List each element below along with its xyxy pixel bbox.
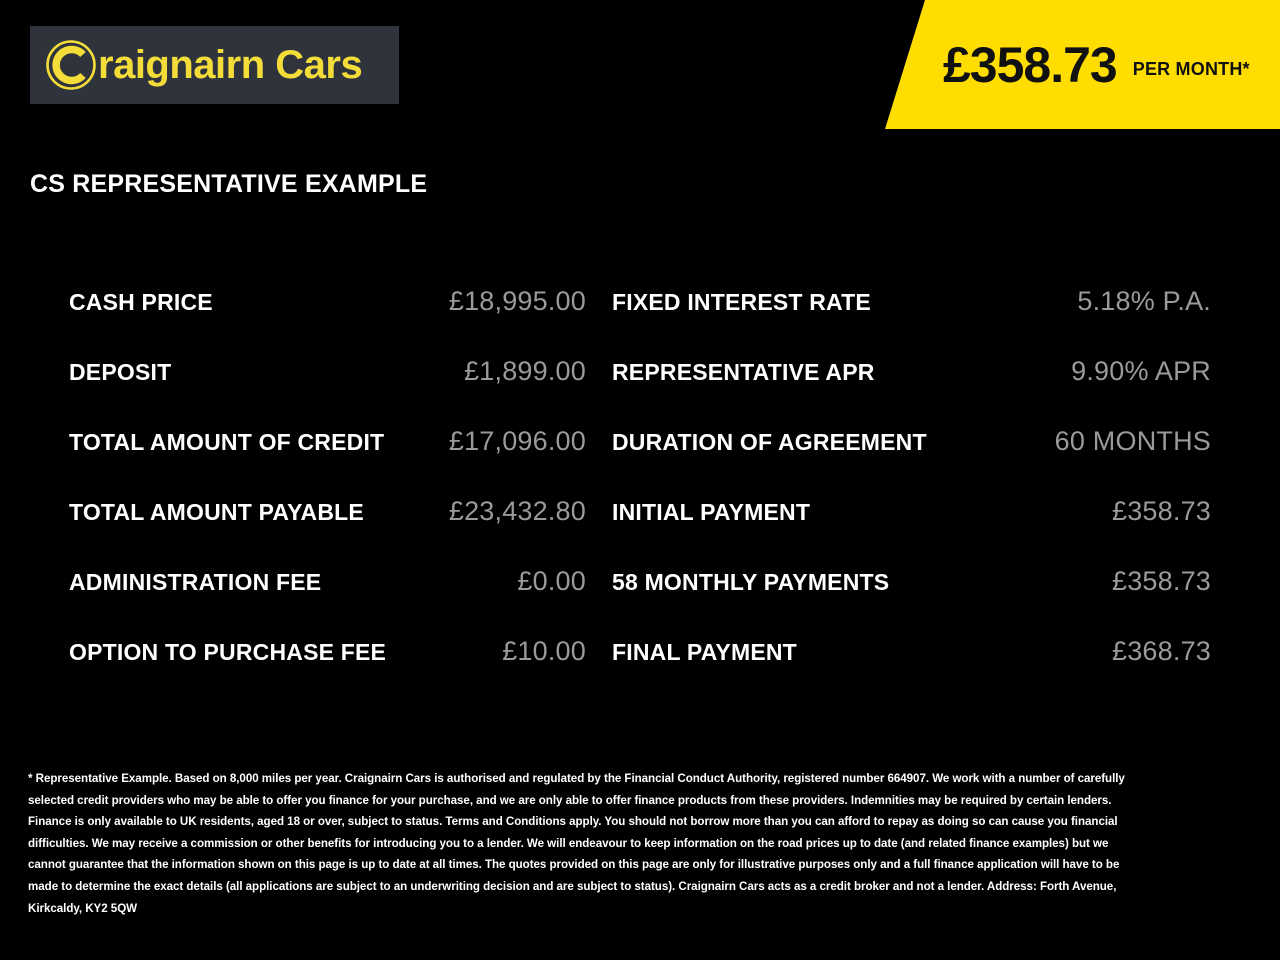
row-value: £23,432.80 bbox=[448, 496, 586, 526]
finance-item-final-payment: FINAL PAYMENT £368.73 bbox=[586, 636, 1211, 667]
row-value: £18,995.00 bbox=[448, 286, 586, 316]
finance-item-representative-apr: REPRESENTATIVE APR 9.90% APR bbox=[586, 356, 1211, 387]
row-value: £0.00 bbox=[517, 566, 586, 596]
finance-item-monthly-payments: 58 MONTHLY PAYMENTS £358.73 bbox=[586, 566, 1211, 597]
row-label: REPRESENTATIVE APR bbox=[612, 359, 875, 385]
table-row: ADMINISTRATION FEE £0.00 58 MONTHLY PAYM… bbox=[0, 566, 1280, 636]
circled-c-icon bbox=[44, 38, 98, 92]
row-value: £10.00 bbox=[502, 636, 586, 666]
row-label: DEPOSIT bbox=[69, 359, 172, 385]
row-label: CASH PRICE bbox=[69, 289, 213, 315]
row-value: £368.73 bbox=[1112, 636, 1211, 666]
finance-item-administration-fee: ADMINISTRATION FEE £0.00 bbox=[0, 566, 586, 597]
brand-name: raignairn Cars bbox=[98, 43, 363, 87]
table-row: TOTAL AMOUNT PAYABLE £23,432.80 INITIAL … bbox=[0, 496, 1280, 566]
monthly-price-period: PER MONTH* bbox=[1132, 59, 1250, 79]
row-value: 5.18% P.A. bbox=[1077, 286, 1211, 316]
finance-item-duration-of-agreement: DURATION OF AGREEMENT 60 MONTHS bbox=[586, 426, 1211, 457]
table-row: CASH PRICE £18,995.00 FIXED INTEREST RAT… bbox=[0, 286, 1280, 356]
row-label: INITIAL PAYMENT bbox=[612, 499, 811, 525]
brand-logo[interactable]: raignairn Cars bbox=[30, 26, 399, 104]
price-banner: £358.73 PER MONTH* bbox=[885, 0, 1280, 129]
row-value: 9.90% APR bbox=[1071, 356, 1211, 386]
finance-item-total-amount-payable: TOTAL AMOUNT PAYABLE £23,432.80 bbox=[0, 496, 586, 527]
table-row: TOTAL AMOUNT OF CREDIT £17,096.00 DURATI… bbox=[0, 426, 1280, 496]
table-row: DEPOSIT £1,899.00 REPRESENTATIVE APR 9.9… bbox=[0, 356, 1280, 426]
finance-item-fixed-interest-rate: FIXED INTEREST RATE 5.18% P.A. bbox=[586, 286, 1211, 317]
row-value: £1,899.00 bbox=[464, 356, 586, 386]
row-label: DURATION OF AGREEMENT bbox=[612, 429, 927, 455]
finance-item-total-amount-of-credit: TOTAL AMOUNT OF CREDIT £17,096.00 bbox=[0, 426, 586, 457]
row-label: OPTION TO PURCHASE FEE bbox=[69, 639, 387, 665]
page-title: CS REPRESENTATIVE EXAMPLE bbox=[30, 170, 428, 198]
row-value: £358.73 bbox=[1112, 496, 1211, 526]
row-label: FINAL PAYMENT bbox=[612, 639, 797, 665]
finance-item-option-to-purchase-fee: OPTION TO PURCHASE FEE £10.00 bbox=[0, 636, 586, 667]
table-row: OPTION TO PURCHASE FEE £10.00 FINAL PAYM… bbox=[0, 636, 1280, 706]
row-value: 60 MONTHS bbox=[1054, 426, 1211, 456]
page-header: raignairn Cars £358.73 PER MONTH* bbox=[0, 0, 1280, 130]
row-label: FIXED INTEREST RATE bbox=[612, 289, 871, 315]
monthly-price-amount: £358.73 bbox=[943, 36, 1118, 93]
row-label: TOTAL AMOUNT PAYABLE bbox=[69, 499, 364, 525]
row-value: £358.73 bbox=[1112, 566, 1211, 596]
finance-item-deposit: DEPOSIT £1,899.00 bbox=[0, 356, 586, 387]
finance-item-initial-payment: INITIAL PAYMENT £358.73 bbox=[586, 496, 1211, 527]
disclaimer-text: * Representative Example. Based on 8,000… bbox=[28, 772, 1125, 915]
row-value: £17,096.00 bbox=[448, 426, 586, 456]
row-label: 58 MONTHLY PAYMENTS bbox=[612, 569, 890, 595]
row-label: TOTAL AMOUNT OF CREDIT bbox=[69, 429, 385, 455]
finance-item-cash-price: CASH PRICE £18,995.00 bbox=[0, 286, 586, 317]
representative-example-table: CASH PRICE £18,995.00 FIXED INTEREST RAT… bbox=[0, 286, 1280, 706]
row-label: ADMINISTRATION FEE bbox=[69, 569, 322, 595]
